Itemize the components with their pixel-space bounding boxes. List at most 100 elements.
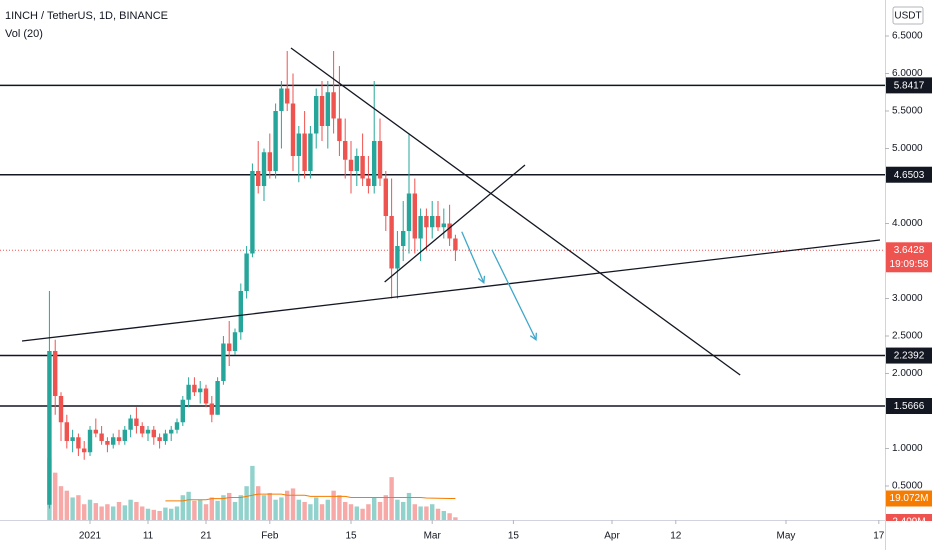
- trend-line: [384, 164, 526, 283]
- candle-body: [209, 403, 215, 415]
- candle-body: [412, 193, 418, 239]
- candle-body: [424, 216, 429, 228]
- volume-bar: [418, 506, 423, 520]
- arrow-line: [461, 231, 485, 284]
- y-tick-label: 5.5000: [892, 106, 923, 117]
- currency-badge[interactable]: [892, 6, 924, 25]
- candle-body: [406, 193, 412, 232]
- y-tick-label: 4.0000: [892, 218, 923, 229]
- volume-bar: [325, 499, 331, 520]
- volume-bar: [93, 503, 99, 520]
- candle-body: [186, 384, 191, 400]
- volume-bar: [203, 504, 209, 520]
- y-tick-label: 2.0000: [892, 368, 923, 379]
- x-tick-label: 11: [143, 531, 154, 542]
- level-badge: [886, 347, 932, 364]
- volume-bar: [140, 506, 145, 520]
- volume-bar: [261, 495, 267, 520]
- arrow-head: [477, 275, 486, 284]
- volume-bar: [105, 504, 110, 520]
- candle-body: [93, 429, 99, 434]
- volume-bar: [406, 492, 412, 520]
- candle-body: [453, 238, 458, 251]
- volume-bar: [447, 513, 452, 520]
- candle-body: [441, 223, 447, 228]
- volume-bar: [244, 486, 249, 520]
- volume-bar: [238, 495, 244, 520]
- volume-bar: [157, 510, 162, 520]
- volume-bar: [267, 492, 273, 520]
- candle-body: [256, 171, 261, 187]
- y-tick-label: 6.5000: [892, 31, 923, 42]
- candle-body: [302, 133, 307, 172]
- y-tick-label: 0.5000: [892, 481, 923, 492]
- candle-body: [174, 422, 180, 430]
- candle-body: [377, 141, 383, 179]
- candle-body: [64, 422, 70, 442]
- candle-body: [418, 216, 423, 239]
- level-badge: [886, 166, 932, 183]
- candle-body: [203, 388, 209, 404]
- volume-bar: [343, 501, 348, 520]
- candle-body: [128, 418, 133, 430]
- candle-body: [337, 118, 342, 142]
- candle-body: [285, 88, 290, 104]
- volume-bar: [82, 504, 87, 520]
- volume-bar: [366, 504, 371, 520]
- volume-bar: [256, 486, 261, 520]
- candle-body: [163, 433, 168, 442]
- volume-bar: [296, 499, 302, 520]
- volume-bar: [76, 495, 81, 520]
- volume-bar: [209, 497, 215, 520]
- x-tick-label: 12: [670, 531, 682, 542]
- volume-bar: [221, 495, 226, 520]
- candle-body: [198, 388, 203, 393]
- volume-bar: [163, 507, 168, 520]
- candle-body: [99, 433, 104, 442]
- trend-line: [290, 47, 741, 376]
- candle-body: [244, 253, 249, 292]
- candle-body: [58, 396, 64, 423]
- volume-bar: [145, 508, 151, 520]
- volume-bar: [169, 508, 174, 520]
- candle-body: [360, 156, 365, 179]
- candle-body: [348, 159, 354, 172]
- candle-body: [435, 216, 441, 228]
- volume-bar: [53, 472, 58, 520]
- candle-body: [140, 426, 145, 434]
- candle-body: [343, 141, 348, 160]
- volume-bar: [389, 477, 394, 520]
- trend-line: [21, 239, 881, 342]
- volume-bar: [308, 504, 313, 520]
- candle-body: [261, 152, 267, 187]
- volume-bar: [122, 505, 128, 520]
- volume-bar: [383, 495, 389, 520]
- volume-bar: [360, 508, 365, 520]
- volume-bar: [58, 486, 64, 520]
- volume-bar: [424, 506, 429, 520]
- y-tick-label: 3.0000: [892, 293, 923, 304]
- candle-body: [430, 216, 435, 228]
- level-label: 1.5666: [894, 401, 925, 412]
- countdown: 19:09:58: [890, 259, 929, 270]
- x-tick-label: Feb: [261, 531, 279, 542]
- volume-bar: [337, 495, 342, 520]
- volume-bar: [99, 506, 104, 520]
- candle-body: [325, 92, 331, 127]
- volume-bar: [331, 490, 336, 520]
- volume-bar: [435, 508, 441, 520]
- x-tick-label: 15: [345, 531, 357, 542]
- candle-body: [389, 216, 394, 269]
- candle-body: [122, 429, 128, 442]
- candle-body: [308, 133, 313, 172]
- candle-body: [366, 178, 371, 187]
- volume-bar: [70, 497, 75, 520]
- candle-body: [221, 343, 226, 382]
- volume-bar: [192, 500, 197, 520]
- volume-bar: [319, 504, 325, 520]
- candle-body: [70, 437, 75, 442]
- volume-bar: [151, 509, 157, 520]
- volume-bar: [64, 490, 70, 520]
